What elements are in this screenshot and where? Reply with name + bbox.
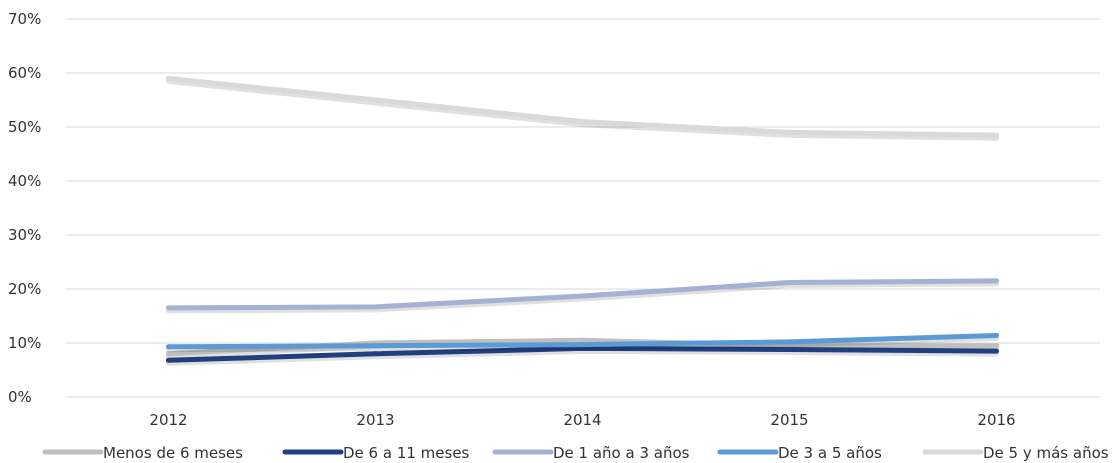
- data-point: [166, 351, 171, 357]
- legend-label: De 6 a 11 meses: [343, 444, 470, 462]
- y-axis: 0% 10% 20% 30% 40% 50% 60% 70%: [8, 10, 41, 406]
- x-tick-label: 2015: [770, 411, 808, 429]
- data-point: [166, 305, 171, 311]
- x-tick-label: 2016: [977, 411, 1015, 429]
- data-point: [580, 293, 585, 299]
- data-point: [787, 280, 792, 286]
- y-tick-label: 10%: [8, 334, 41, 352]
- data-point: [994, 348, 999, 354]
- data-point: [994, 332, 999, 338]
- legend-label: De 5 y más años: [983, 444, 1109, 462]
- data-point: [373, 304, 378, 310]
- data-point: [580, 345, 585, 351]
- data-point: [994, 343, 999, 349]
- series-line-shadow: [166, 335, 999, 353]
- y-tick-label: 70%: [8, 10, 41, 28]
- x-tick-label: 2013: [356, 411, 394, 429]
- data-point: [787, 343, 792, 349]
- x-axis: 2012 2013 2014 2015 2016: [149, 411, 1015, 429]
- data-point: [787, 339, 792, 345]
- legend-label: De 1 año a 3 años: [553, 444, 690, 462]
- data-point: [580, 119, 585, 125]
- series-line-shadow: [166, 281, 999, 314]
- y-tick-label: 30%: [8, 226, 41, 244]
- data-point: [166, 357, 171, 363]
- data-point: [166, 75, 171, 81]
- y-tick-label: 60%: [8, 64, 41, 82]
- data-point: [580, 342, 585, 348]
- legend-label: Menos de 6 meses: [103, 444, 243, 462]
- data-point: [994, 278, 999, 284]
- data-point: [580, 337, 585, 343]
- grid-layer: [65, 18, 1100, 398]
- data-point: [787, 129, 792, 135]
- data-point: [373, 343, 378, 349]
- series-line-shadow: [166, 348, 999, 366]
- y-tick-label: 0%: [8, 388, 32, 406]
- x-tick-label: 2014: [563, 411, 601, 429]
- y-tick-label: 20%: [8, 280, 41, 298]
- data-point: [787, 346, 792, 352]
- y-tick-label: 50%: [8, 118, 41, 136]
- data-point: [373, 97, 378, 103]
- data-point: [994, 132, 999, 138]
- series-line-shadow: [166, 78, 999, 141]
- data-point: [373, 351, 378, 357]
- y-tick-label: 40%: [8, 172, 41, 190]
- x-tick-label: 2012: [149, 411, 187, 429]
- legend: Menos de 6 meses De 6 a 11 meses De 1 año …: [42, 444, 1109, 462]
- series-layer: [166, 75, 999, 366]
- legend-label: De 3 a 5 años: [778, 444, 882, 462]
- data-point: [166, 344, 171, 350]
